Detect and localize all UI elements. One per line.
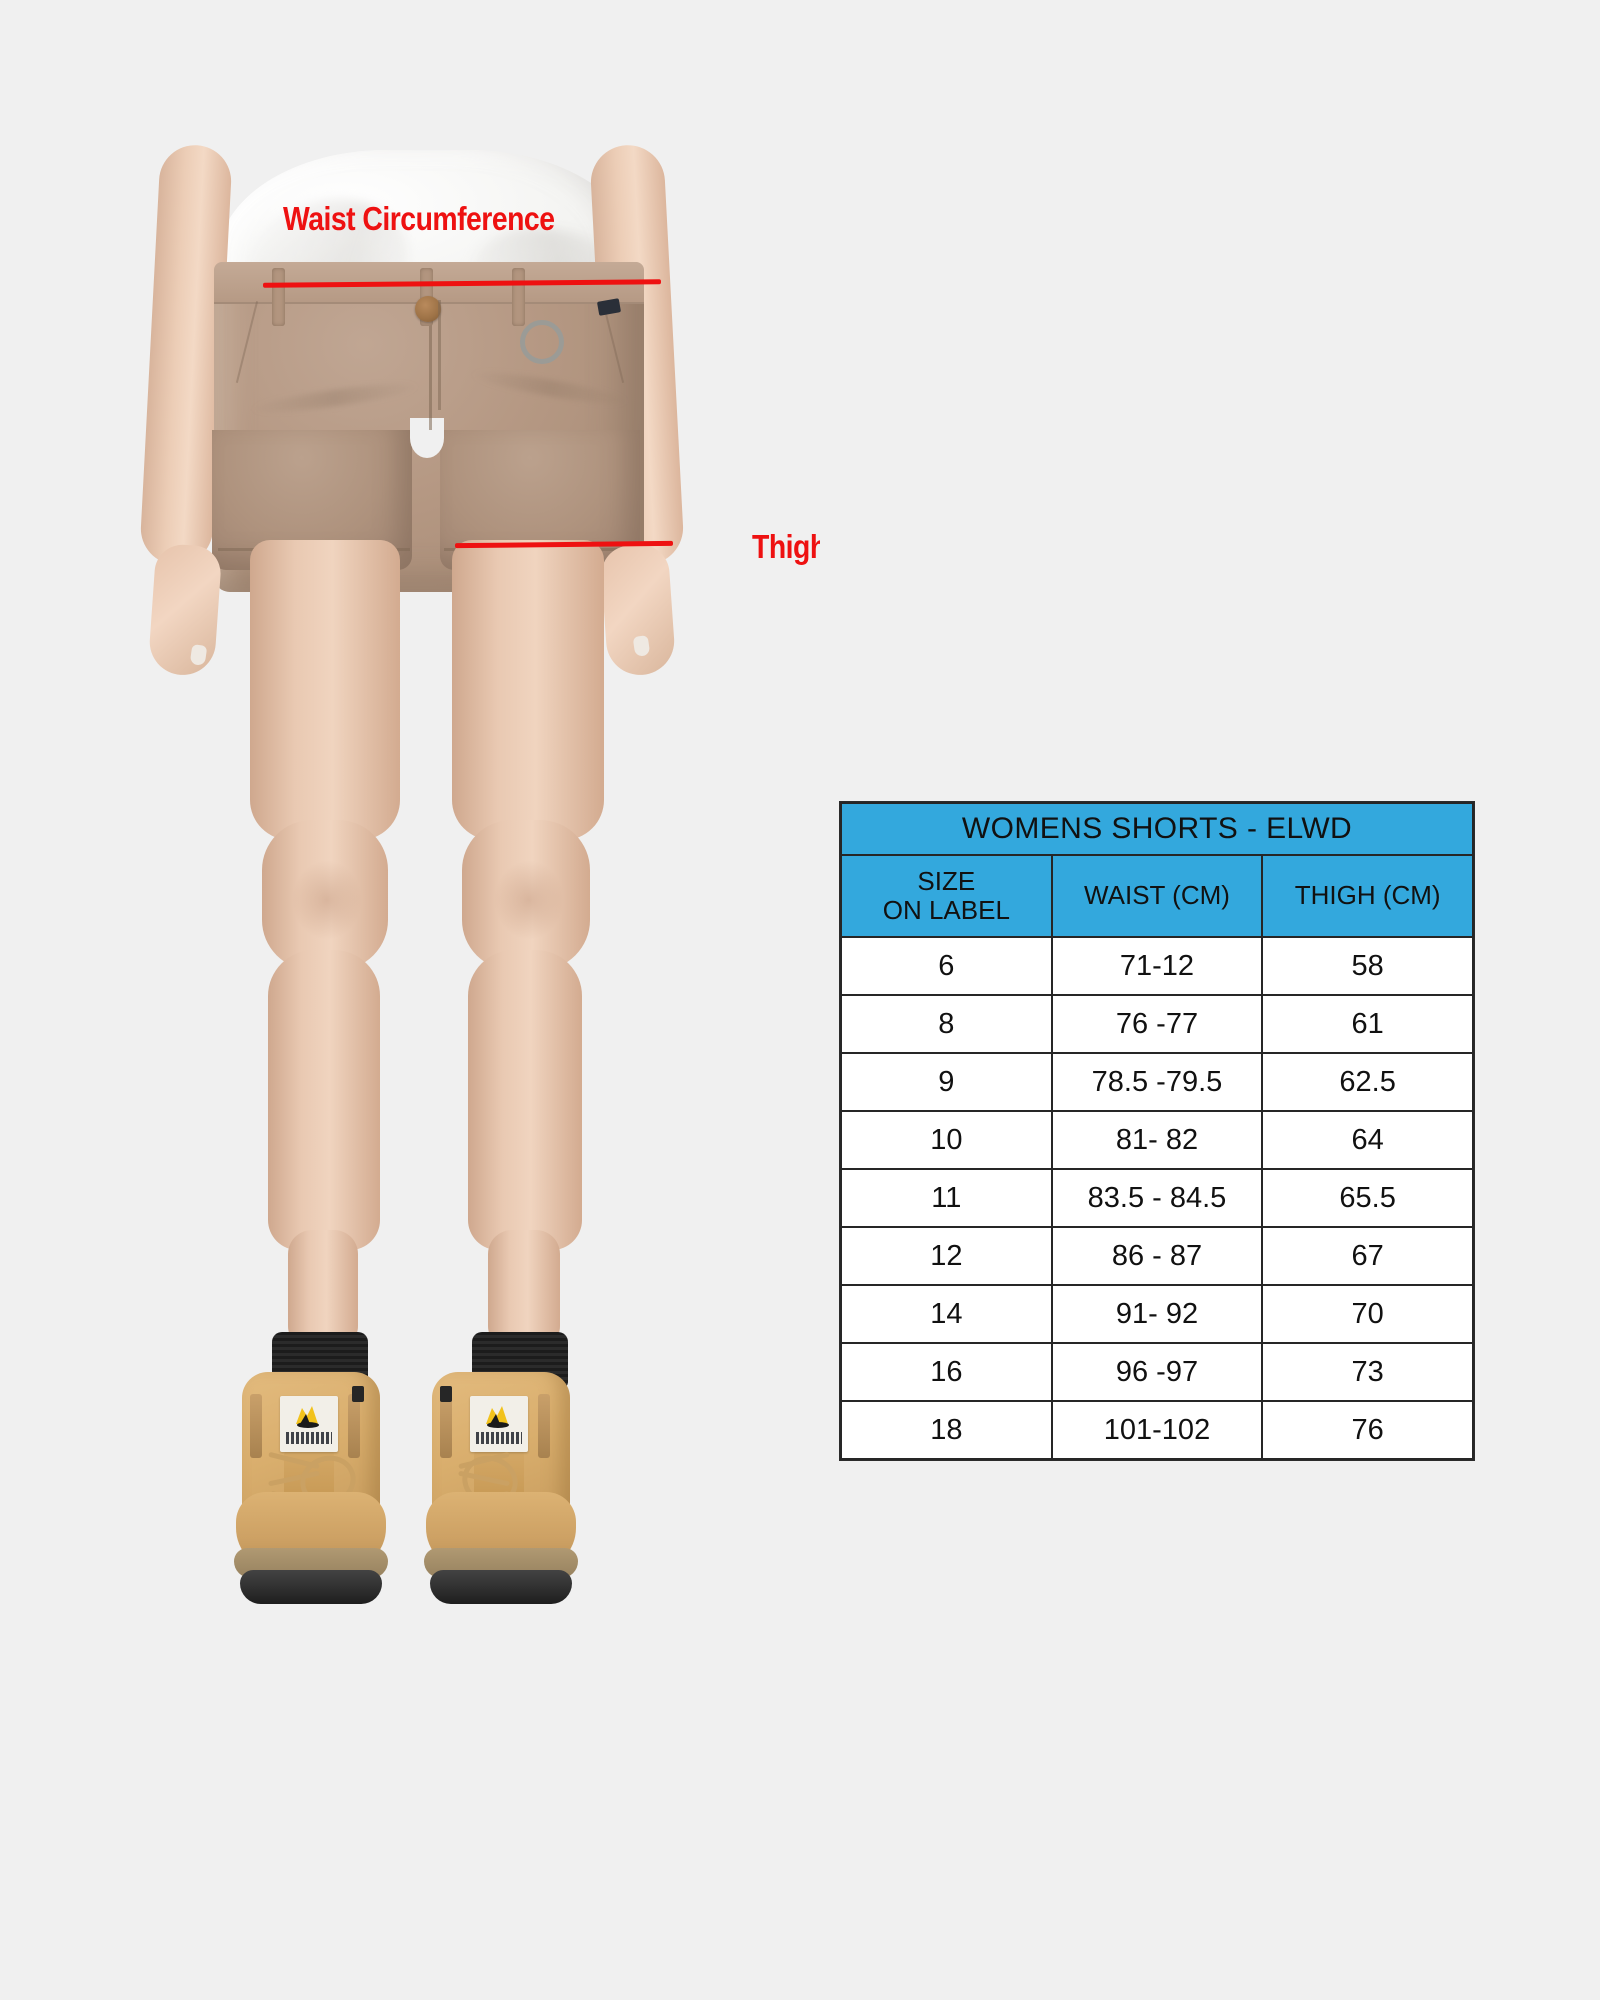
cell-thigh: 73 xyxy=(1261,1342,1474,1402)
table-row: 6 71-12 58 xyxy=(840,936,1474,996)
cell-thigh: 64 xyxy=(1261,1110,1474,1170)
cell-size: 18 xyxy=(840,1400,1053,1460)
model-left-knee xyxy=(262,820,388,970)
cell-size: 16 xyxy=(840,1342,1053,1402)
boot-zipper xyxy=(440,1394,452,1458)
table-row: 16 96 -97 73 xyxy=(840,1342,1474,1402)
boot-label-text xyxy=(476,1432,522,1444)
cell-waist: 96 -97 xyxy=(1050,1342,1264,1402)
cell-waist: 71-12 xyxy=(1050,936,1264,996)
cell-thigh: 70 xyxy=(1261,1284,1474,1344)
boot-zipper xyxy=(538,1394,550,1458)
column-header-size-line1: SIZE xyxy=(917,865,976,896)
table-header: WOMENS SHORTS - ELWD SIZE ON LABEL WAIST… xyxy=(840,802,1474,938)
cell-waist: 81- 82 xyxy=(1050,1110,1264,1170)
mongrel-logo-icon xyxy=(486,1406,509,1428)
cell-waist: 83.5 - 84.5 xyxy=(1050,1168,1264,1228)
cell-waist: 78.5 -79.5 xyxy=(1050,1052,1264,1112)
boot-label-text xyxy=(286,1432,332,1444)
boot-outsole xyxy=(240,1570,382,1604)
shorts-fly-seam xyxy=(438,300,441,410)
boot-zipper xyxy=(348,1394,360,1458)
mongrel-logo-icon xyxy=(296,1406,319,1428)
shorts-inseam-notch xyxy=(410,418,444,458)
model-left-hand xyxy=(147,542,223,678)
table-body: 6 71-12 58 8 76 -77 61 9 78.5 -79.5 62.5 10 81- 82… xyxy=(840,936,1474,1460)
table-row: 8 76 -77 61 xyxy=(840,994,1474,1054)
boot-brand-label xyxy=(280,1396,338,1452)
model-photo: Waist Circumference Thigh Circumference xyxy=(0,0,820,1700)
cell-thigh: 65.5 xyxy=(1261,1168,1474,1228)
cell-waist: 86 - 87 xyxy=(1050,1226,1264,1286)
cell-thigh: 58 xyxy=(1261,936,1474,996)
boot-zipper-pull xyxy=(352,1386,364,1402)
model-left-thigh xyxy=(250,540,400,840)
column-header-waist: WAIST (CM) xyxy=(1050,854,1264,938)
boot-zipper xyxy=(250,1394,262,1458)
cell-thigh: 67 xyxy=(1261,1226,1474,1286)
table-row: 18 101-102 76 xyxy=(840,1400,1474,1460)
table-row: 12 86 - 87 67 xyxy=(840,1226,1474,1286)
cell-waist: 76 -77 xyxy=(1050,994,1264,1054)
cell-size: 12 xyxy=(840,1226,1053,1286)
table-row: 10 81- 82 64 xyxy=(840,1110,1474,1170)
knee-shading xyxy=(292,860,362,940)
d-ring xyxy=(520,320,564,364)
size-chart-table: WOMENS SHORTS - ELWD SIZE ON LABEL WAIST… xyxy=(840,802,1474,1460)
model-right-calf xyxy=(468,950,582,1250)
boot-zipper-pull xyxy=(440,1386,452,1402)
cell-size: 9 xyxy=(840,1052,1053,1112)
belt-loop xyxy=(272,268,285,326)
column-header-size-line2: ON LABEL xyxy=(882,895,1010,925)
cell-waist: 91- 92 xyxy=(1050,1284,1264,1344)
thigh-annotation-label: Thigh Circumference xyxy=(752,528,820,565)
belt-loop xyxy=(512,268,525,326)
boot-outsole xyxy=(430,1570,572,1604)
table-row: 14 91- 92 70 xyxy=(840,1284,1474,1344)
waist-annotation-label: Waist Circumference xyxy=(283,200,555,237)
model-right-ankle xyxy=(488,1230,560,1350)
shorts-center-seam xyxy=(429,300,432,430)
cell-thigh: 76 xyxy=(1261,1400,1474,1460)
knee-shading xyxy=(494,860,564,940)
model-left-ankle xyxy=(288,1230,358,1350)
cell-thigh: 62.5 xyxy=(1261,1052,1474,1112)
work-boot-right xyxy=(424,1372,578,1604)
cell-size: 11 xyxy=(840,1168,1053,1228)
cell-thigh: 61 xyxy=(1261,994,1474,1054)
cell-size: 10 xyxy=(840,1110,1053,1170)
table-title: WOMENS SHORTS - ELWD xyxy=(840,802,1474,856)
model-right-hand xyxy=(599,542,677,678)
table-row: 9 78.5 -79.5 62.5 xyxy=(840,1052,1474,1112)
table-title-row: WOMENS SHORTS - ELWD xyxy=(840,802,1474,856)
cell-size: 6 xyxy=(840,936,1053,996)
model-right-knee xyxy=(462,820,590,970)
cell-size: 14 xyxy=(840,1284,1053,1344)
table-column-header-row: SIZE ON LABEL WAIST (CM) THIGH (CM) xyxy=(840,854,1474,938)
work-boot-left xyxy=(234,1372,388,1604)
shorts-button xyxy=(415,296,441,322)
column-header-thigh: THIGH (CM) xyxy=(1261,854,1474,938)
table-row: 11 83.5 - 84.5 65.5 xyxy=(840,1168,1474,1228)
cell-waist: 101-102 xyxy=(1050,1400,1264,1460)
model-right-thigh xyxy=(452,540,604,840)
cell-size: 8 xyxy=(840,994,1053,1054)
column-header-size: SIZE ON LABEL xyxy=(840,854,1053,938)
boot-brand-label xyxy=(470,1396,528,1452)
model-left-calf xyxy=(268,950,380,1250)
